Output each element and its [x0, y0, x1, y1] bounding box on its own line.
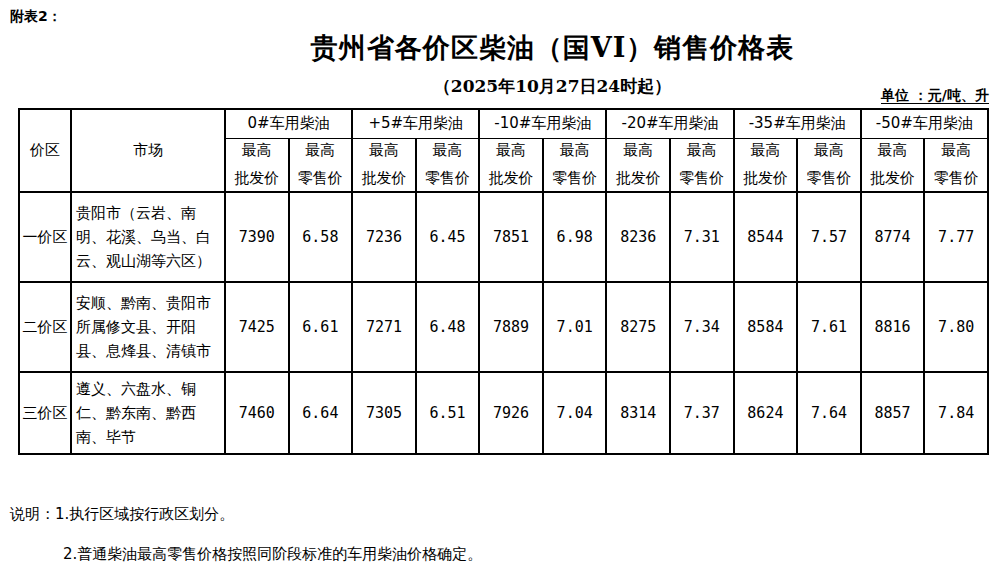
- page-subtitle: （2025年10月27日24时起）: [100, 75, 1005, 98]
- subheader-wholesale-0: 最高批发价: [225, 138, 289, 192]
- price-cell: 8584: [734, 282, 798, 372]
- zone-cell: 一价区: [19, 192, 71, 282]
- notes-prefix: 说明：: [10, 505, 55, 524]
- table-row: 二价区 安顺、黔南、贵阳市所属修文县、开阳县、息烽县、清镇市 7425 6.61…: [19, 282, 988, 372]
- price-cell: 6.98: [543, 192, 607, 282]
- note-line-2: 2.普通柴油最高零售价格按照同阶段标准的车用柴油价格确定。: [10, 545, 482, 564]
- price-cell: 8774: [861, 192, 925, 282]
- market-cell: 安顺、黔南、贵阳市所属修文县、开阳县、息烽县、清镇市: [71, 282, 225, 372]
- fuel-type-header-2: -10#车用柴油: [479, 109, 606, 138]
- price-cell: 8275: [606, 282, 670, 372]
- title-block: 贵州省各价区柴油（国VI）销售价格表 （2025年10月27日24时起）: [0, 30, 1005, 98]
- price-cell: 7425: [225, 282, 289, 372]
- price-cell: 7.84: [924, 372, 988, 454]
- zone-column-header: 价区: [19, 109, 71, 192]
- subheader-retail-5: 最高零售价: [924, 138, 988, 192]
- attachment-label: 附表2：: [10, 8, 62, 26]
- market-cell: 遵义、六盘水、铜仁、黔东南、黔西南、毕节: [71, 372, 225, 454]
- price-cell: 7.61: [797, 282, 861, 372]
- price-cell: 8544: [734, 192, 798, 282]
- fuel-type-header-1: +5#车用柴油: [352, 109, 479, 138]
- price-cell: 7.31: [670, 192, 734, 282]
- subheader-retail-0: 最高零售价: [289, 138, 353, 192]
- subheader-wholesale-4: 最高批发价: [734, 138, 798, 192]
- subheader-retail-2: 最高零售价: [543, 138, 607, 192]
- price-cell: 7236: [352, 192, 416, 282]
- market-cell: 贵阳市（云岩、南明、花溪、乌当、白云、观山湖等六区）: [71, 192, 225, 282]
- price-cell: 6.64: [289, 372, 353, 454]
- price-cell: 7.77: [924, 192, 988, 282]
- price-cell: 7460: [225, 372, 289, 454]
- subheader-retail-1: 最高零售价: [416, 138, 480, 192]
- price-cell: 6.51: [416, 372, 480, 454]
- fuel-type-header-3: -20#车用柴油: [606, 109, 733, 138]
- price-cell: 7889: [479, 282, 543, 372]
- subheader-retail-3: 最高零售价: [670, 138, 734, 192]
- price-cell: 8624: [734, 372, 798, 454]
- table-row: 三价区 遵义、六盘水、铜仁、黔东南、黔西南、毕节 7460 6.64 7305 …: [19, 372, 988, 454]
- price-table: 价区 市场 0#车用柴油 +5#车用柴油 -10#车用柴油 -20#车用柴油 -…: [18, 108, 989, 455]
- note-1-text: 1.执行区域按行政区划分。: [55, 505, 234, 524]
- subheader-wholesale-1: 最高批发价: [352, 138, 416, 192]
- subheader-wholesale-3: 最高批发价: [606, 138, 670, 192]
- price-cell: 7271: [352, 282, 416, 372]
- price-cell: 7.04: [543, 372, 607, 454]
- note-2-text: 2.普通柴油最高零售价格按照同阶段标准的车用柴油价格确定。: [63, 545, 482, 564]
- table-row: 一价区 贵阳市（云岩、南明、花溪、乌当、白云、观山湖等六区） 7390 6.58…: [19, 192, 988, 282]
- price-cell: 6.61: [289, 282, 353, 372]
- unit-label: 单位 ：元/吨、升: [881, 87, 989, 105]
- price-cell: 6.48: [416, 282, 480, 372]
- fuel-type-header-4: -35#车用柴油: [734, 109, 861, 138]
- subheader-wholesale-5: 最高批发价: [861, 138, 925, 192]
- price-cell: 8816: [861, 282, 925, 372]
- page-title: 贵州省各价区柴油（国VI）销售价格表: [100, 30, 1005, 66]
- subheader-wholesale-2: 最高批发价: [479, 138, 543, 192]
- price-cell: 8236: [606, 192, 670, 282]
- zone-cell: 三价区: [19, 372, 71, 454]
- fuel-type-header-0: 0#车用柴油: [225, 109, 352, 138]
- price-cell: 7851: [479, 192, 543, 282]
- price-cell: 7.64: [797, 372, 861, 454]
- price-cell: 8857: [861, 372, 925, 454]
- price-cell: 7.57: [797, 192, 861, 282]
- subheader-retail-4: 最高零售价: [797, 138, 861, 192]
- market-column-header: 市场: [71, 109, 225, 192]
- notes-block: 说明： 1.执行区域按行政区划分。 2.普通柴油最高零售价格按照同阶段标准的车用…: [10, 505, 482, 564]
- price-cell: 8314: [606, 372, 670, 454]
- price-cell: 6.58: [289, 192, 353, 282]
- price-cell: 7.37: [670, 372, 734, 454]
- zone-cell: 二价区: [19, 282, 71, 372]
- price-cell: 7305: [352, 372, 416, 454]
- price-cell: 7.80: [924, 282, 988, 372]
- price-cell: 7.34: [670, 282, 734, 372]
- price-cell: 7.01: [543, 282, 607, 372]
- price-cell: 6.45: [416, 192, 480, 282]
- document-page: 附表2： 贵州省各价区柴油（国VI）销售价格表 （2025年10月27日24时起…: [0, 0, 1005, 583]
- price-cell: 7926: [479, 372, 543, 454]
- note-line-1: 说明： 1.执行区域按行政区划分。: [10, 505, 482, 524]
- price-cell: 7390: [225, 192, 289, 282]
- fuel-type-header-5: -50#车用柴油: [861, 109, 988, 138]
